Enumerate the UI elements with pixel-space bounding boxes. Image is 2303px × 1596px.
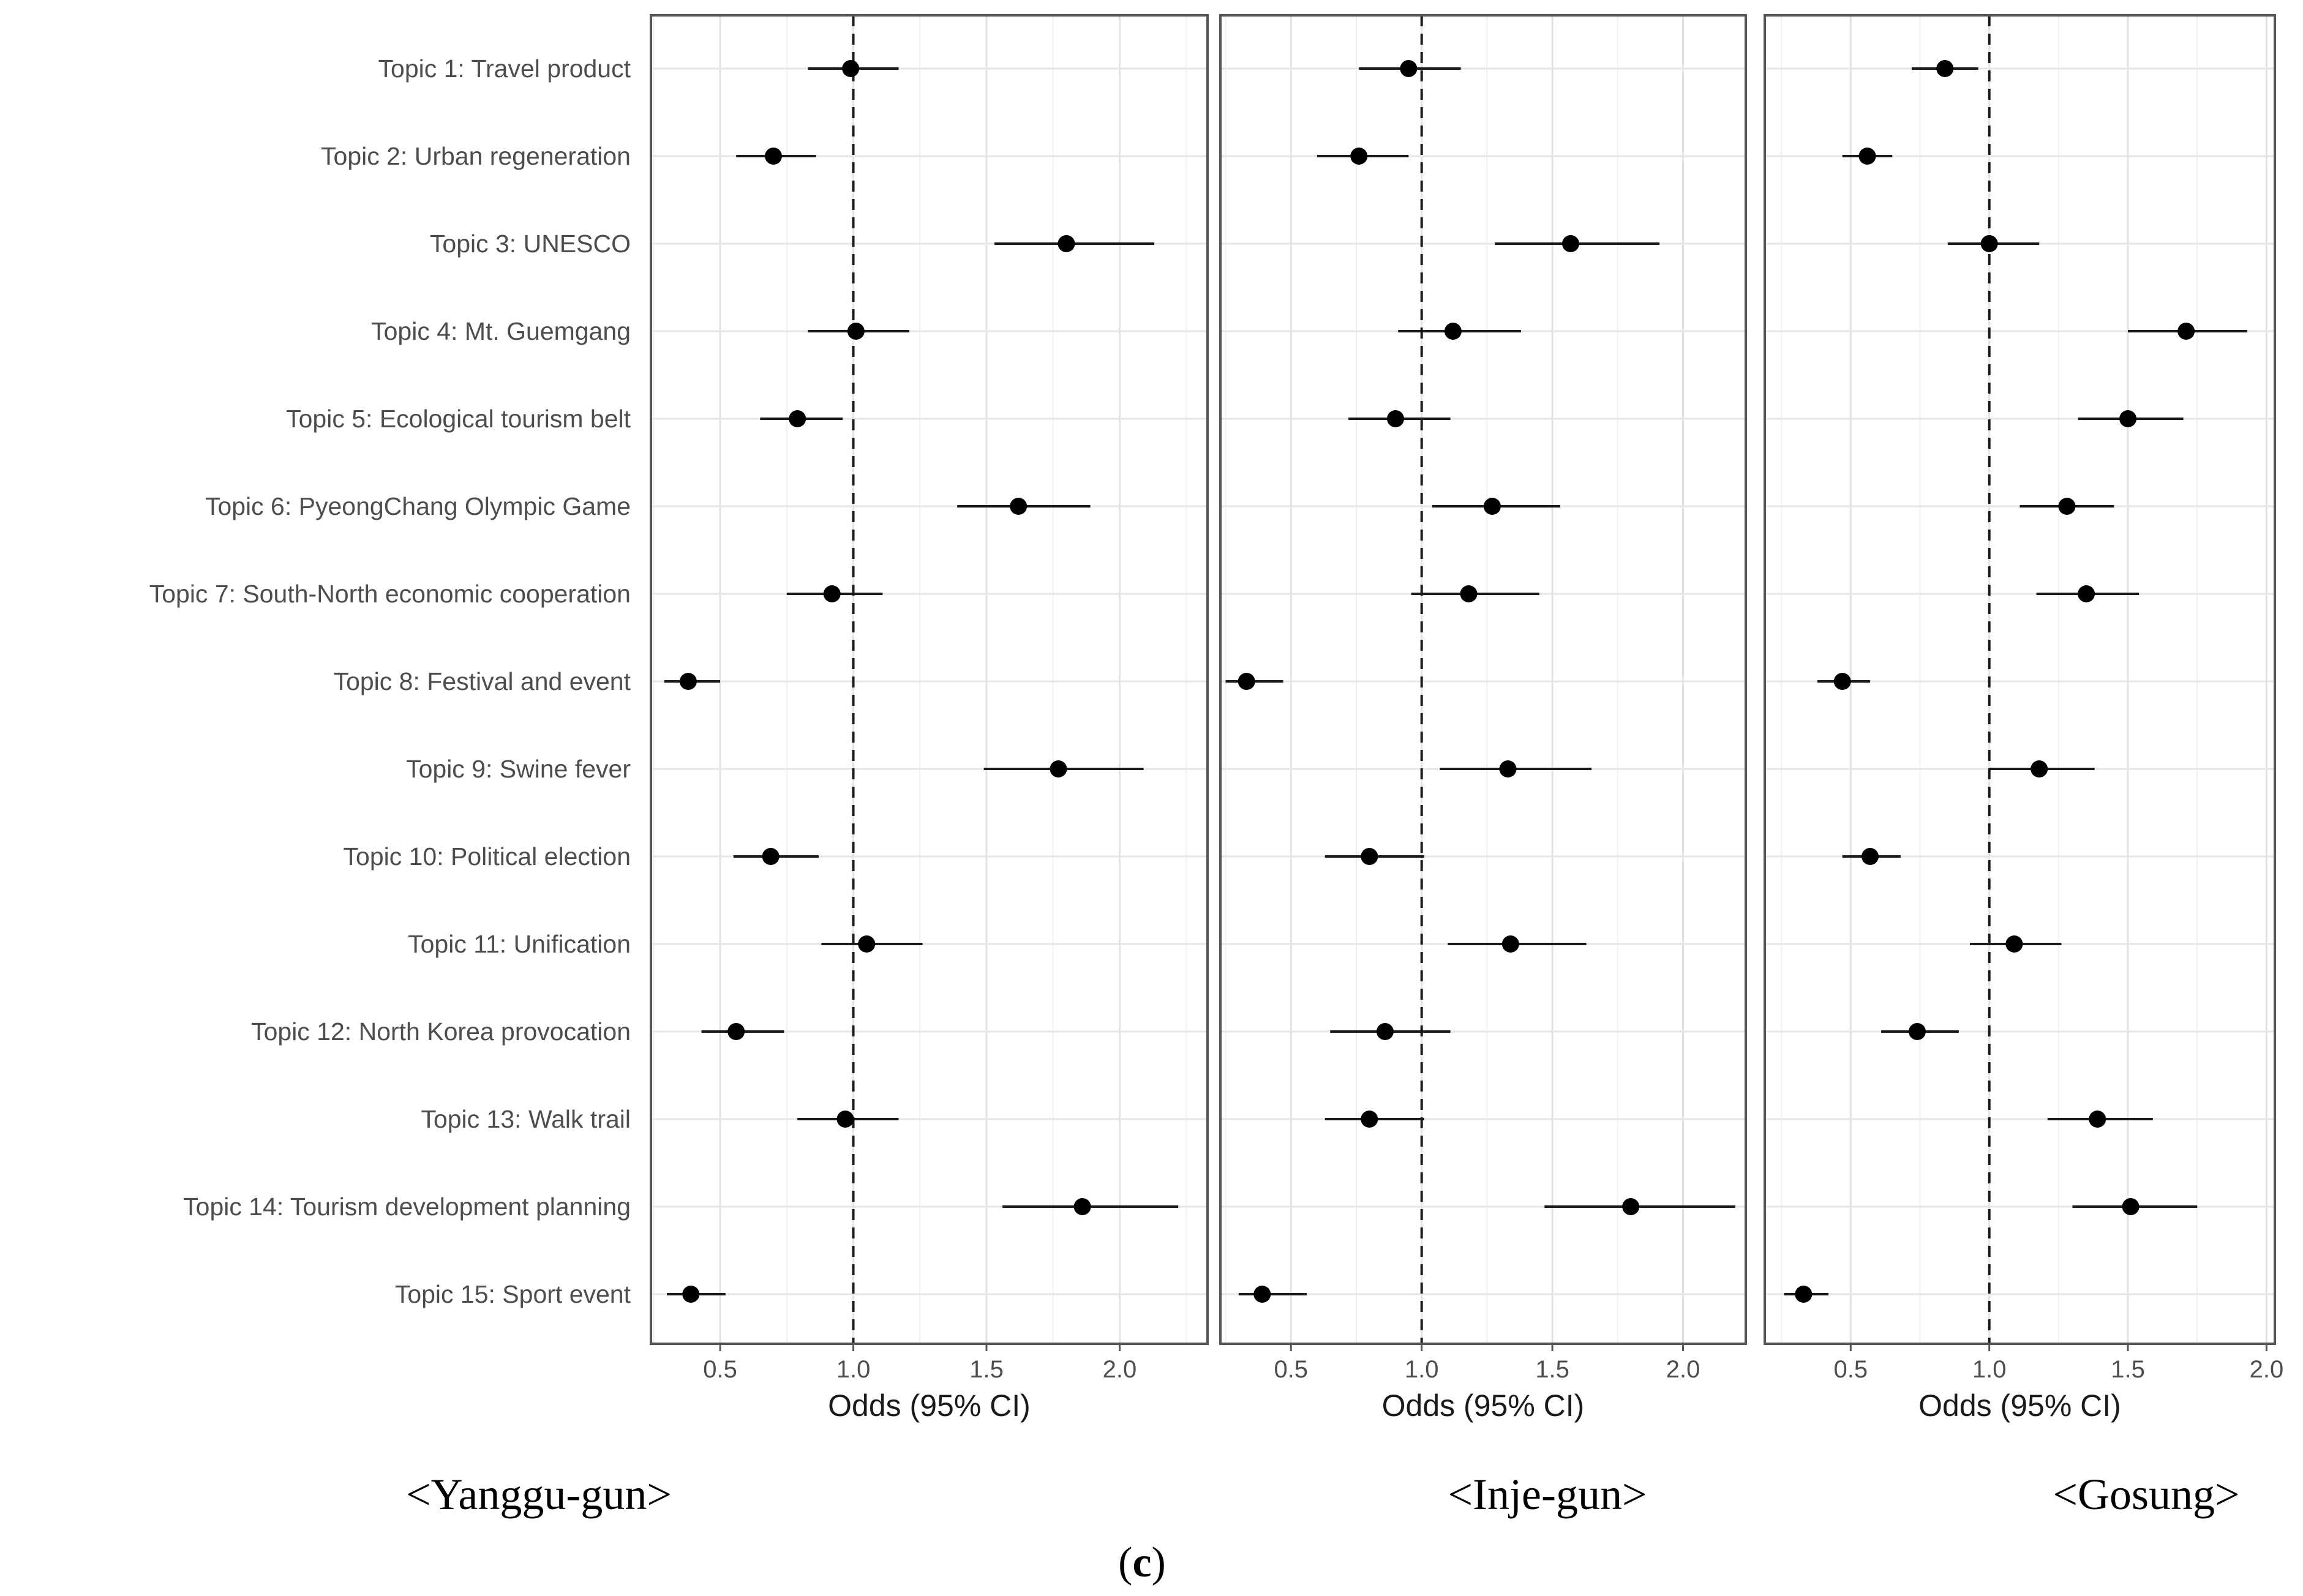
odds-point [1361, 1111, 1378, 1128]
odds-point [1501, 935, 1519, 953]
topic-label: Topic 8: Festival and event [334, 667, 631, 695]
odds-point [836, 1111, 854, 1128]
panel-frame [1764, 14, 2276, 1345]
odds-point [823, 585, 841, 602]
x-tick-label: 0.5 [1274, 1356, 1308, 1383]
topic-label: Topic 12: North Korea provocation [251, 1017, 631, 1046]
odds-point [1858, 148, 1876, 165]
odds-point [1499, 760, 1517, 777]
odds-point [847, 323, 865, 340]
odds-point [1862, 848, 1879, 865]
odds-point [1387, 410, 1404, 427]
x-tick-label: 1.0 [836, 1356, 871, 1383]
topic-label: Topic 6: PyeongChang Olympic Game [205, 492, 631, 520]
odds-point [1058, 235, 1075, 252]
odds-point [765, 148, 783, 165]
x-tick-label: 0.5 [703, 1356, 737, 1383]
odds-point [1073, 1198, 1091, 1215]
panel-gosung: 0.5 1.0 1.5 2.0 Odds (95% CI) [1764, 14, 2284, 1423]
odds-point [1833, 673, 1851, 690]
x-tick-label: 1.5 [1535, 1356, 1569, 1383]
odds-point [1400, 60, 1418, 77]
topic-label: Topic 10: Political election [344, 842, 631, 871]
odds-point [1622, 1198, 1640, 1215]
odds-point [682, 1286, 700, 1303]
topic-label: Topic 14: Tourism development planning [183, 1193, 631, 1221]
topic-label: Topic 3: UNESCO [430, 230, 631, 258]
x-axis-title: Odds (95% CI) [1918, 1388, 2121, 1423]
odds-point [1444, 323, 1462, 340]
odds-point [1350, 148, 1368, 165]
odds-point [2177, 323, 2195, 340]
odds-point [1795, 1286, 1813, 1303]
odds-point [2031, 760, 2048, 777]
odds-point [762, 848, 780, 865]
topic-label: Topic 15: Sport event [395, 1280, 631, 1308]
odds-point [842, 60, 860, 77]
odds-point [2078, 585, 2095, 602]
x-tick-label: 1.0 [1405, 1356, 1439, 1383]
topic-label: Topic 2: Urban regeneration [321, 142, 631, 170]
odds-point [1376, 1023, 1394, 1040]
x-axis-title: Odds (95% CI) [828, 1388, 1031, 1423]
odds-point [789, 410, 806, 427]
odds-point [1483, 498, 1501, 515]
x-tick-label: 1.5 [969, 1356, 1004, 1383]
panel-frame [650, 14, 1209, 1345]
odds-point [858, 935, 876, 953]
figure-label: (c) [1118, 1539, 1166, 1586]
odds-point [1980, 235, 1998, 252]
panels: 0.5 1.0 1.5 2.0 Odds (95% CI) 0.5 1.0 1.5 2.0 Odd… [650, 14, 2284, 1423]
x-tick-label: 1.5 [2111, 1356, 2145, 1383]
x-tick-label: 2.0 [1666, 1356, 1700, 1383]
topic-label: Topic 9: Swine fever [406, 755, 631, 783]
x-tick-label: 2.0 [2250, 1356, 2284, 1383]
odds-point [1010, 498, 1028, 515]
odds-point [1238, 673, 1255, 690]
odds-point [1908, 1023, 1926, 1040]
topic-label: Topic 11: Unification [408, 930, 631, 958]
odds-point [1050, 760, 1067, 777]
odds-point [679, 673, 697, 690]
odds-point [2058, 498, 2076, 515]
topic-labels: Topic 1: Travel product Topic 2: Urban re… [149, 54, 631, 1308]
topic-label: Topic 7: South-North economic cooperatio… [149, 580, 631, 608]
x-tick-label: 1.0 [1972, 1356, 2007, 1383]
panel-yanggu-gun: 0.5 1.0 1.5 2.0 Odds (95% CI) [650, 14, 1209, 1423]
odds-point [2119, 410, 2137, 427]
x-tick-label: 2.0 [1103, 1356, 1137, 1383]
topic-label: Topic 13: Walk trail [421, 1105, 631, 1133]
odds-point [1562, 235, 1579, 252]
odds-point [2089, 1111, 2106, 1128]
topic-label: Topic 4: Mt. Guemgang [371, 317, 631, 345]
topic-label: Topic 5: Ecological tourism belt [286, 405, 631, 433]
x-axis-title: Odds (95% CI) [1382, 1388, 1585, 1423]
odds-point [2122, 1198, 2140, 1215]
odds-point [727, 1023, 745, 1040]
panel-captions: <Yanggu-gun> <Inje-gun> <Gosung> [406, 1470, 2240, 1519]
topic-label: Topic 1: Travel product [378, 54, 631, 83]
panel-caption: <Gosung> [2053, 1470, 2239, 1519]
panel-inje-gun: 0.5 1.0 1.5 2.0 Odds (95% CI) [1219, 14, 1747, 1423]
panel-frame [1219, 14, 1747, 1345]
odds-point [1936, 60, 1954, 77]
odds-point [2005, 935, 2023, 953]
panel-caption: <Yanggu-gun> [406, 1470, 672, 1519]
odds-point [1361, 848, 1378, 865]
odds-point [1253, 1286, 1271, 1303]
odds-point [1460, 585, 1478, 602]
x-tick-label: 0.5 [1834, 1356, 1868, 1383]
panel-caption: <Inje-gun> [1448, 1470, 1647, 1519]
